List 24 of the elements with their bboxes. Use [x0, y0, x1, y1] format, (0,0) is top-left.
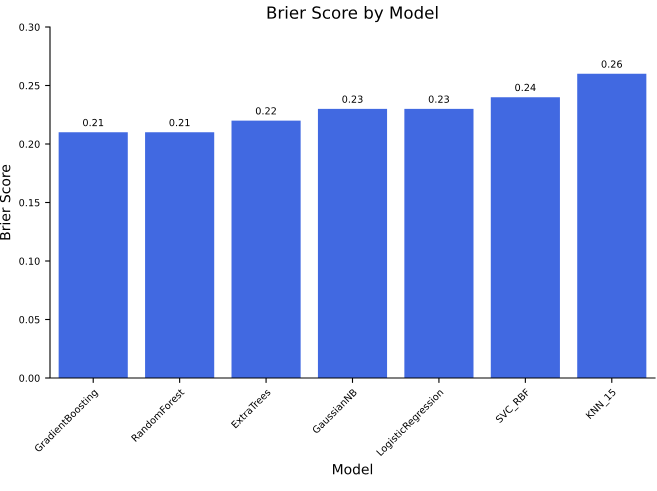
y-tick-label: 0.25 — [19, 82, 40, 90]
data-label: 0.24 — [515, 84, 536, 92]
chart-title: Brier Score by Model — [268, 6, 438, 22]
y-tick-label: 0.05 — [19, 316, 40, 324]
bar — [490, 97, 560, 378]
y-tick-label: 0.15 — [19, 198, 40, 206]
bar — [232, 120, 301, 378]
data-label: 0.21 — [83, 118, 104, 126]
bar — [318, 108, 388, 378]
data-label: 0.23 — [428, 95, 449, 103]
data-label: 0.22 — [256, 107, 276, 115]
bar — [404, 108, 474, 378]
y-axis-title: Brier Score — [0, 164, 10, 240]
bar — [145, 132, 214, 378]
bar — [58, 132, 128, 378]
bar — [577, 74, 646, 378]
x-axis-title: Model — [333, 464, 372, 474]
data-label: 0.26 — [602, 60, 622, 68]
y-tick-label: 0.30 — [19, 23, 40, 31]
data-label: 0.21 — [169, 118, 190, 126]
y-tick-label: 0.00 — [19, 374, 40, 382]
y-tick-label: 0.20 — [19, 140, 40, 148]
data-label: 0.23 — [342, 95, 363, 103]
y-tick-label: 0.10 — [19, 257, 40, 265]
